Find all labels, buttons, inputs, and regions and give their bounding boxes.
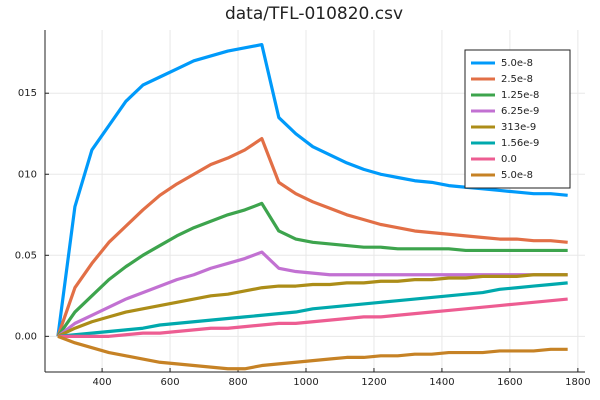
- x-tick-label: 1000: [293, 377, 318, 388]
- legend-label: 5.0e-8: [501, 170, 533, 181]
- y-tick-label: 010: [18, 169, 37, 180]
- legend-label: 5.0e-8: [501, 58, 533, 69]
- series-line: [57, 281, 568, 338]
- x-tick-label: 400: [93, 377, 112, 388]
- x-tick-label: 1600: [497, 377, 522, 388]
- legend-label: 1.56e-9: [501, 138, 539, 149]
- legend-label: 0.0: [501, 154, 517, 165]
- legend-label: 2.5e-8: [501, 74, 533, 85]
- x-tick-label: 1200: [361, 377, 386, 388]
- series-line: [56, 42, 568, 337]
- legend-label: 6.25e-9: [501, 106, 539, 117]
- series-line: [56, 137, 568, 337]
- x-tick-label: 1400: [429, 377, 454, 388]
- series-line: [56, 201, 568, 338]
- x-tick-label: 800: [228, 377, 247, 388]
- y-tick-label: 015: [18, 88, 37, 99]
- legend-label: 1.25e-8: [501, 90, 539, 101]
- x-tick-label: 600: [161, 377, 180, 388]
- legend-box: [464, 49, 571, 189]
- series-line: [56, 250, 568, 338]
- x-tick-label: 1800: [565, 377, 590, 388]
- y-tick-label: 0.00: [15, 331, 37, 342]
- y-tick-label: 0.05: [15, 250, 37, 261]
- chart-title: data/TFL-010820.csv: [225, 4, 403, 24]
- series-line: [57, 334, 568, 371]
- series-line: [57, 273, 568, 338]
- legend-label: 313e-9: [501, 122, 536, 133]
- series-line: [57, 297, 568, 338]
- legend: 5.0e-8 2.5e-8 1.25e-8 6.25e-9 313e-9 1.56e-9 0…: [464, 49, 571, 189]
